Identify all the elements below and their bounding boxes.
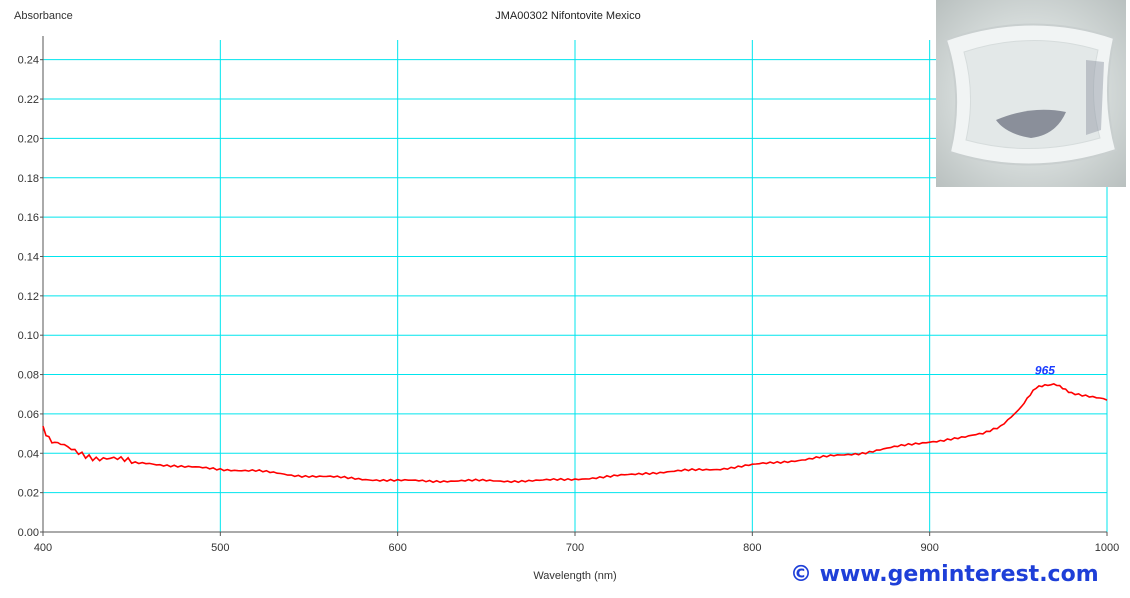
- series-group: [42, 383, 1108, 484]
- x-tick-label: 900: [920, 542, 938, 554]
- x-tick-label: 800: [743, 542, 761, 554]
- y-tick-label: 0.18: [18, 173, 39, 185]
- tick-labels: 0.00 0.02 0.04 0.06 0.08 0.10 0.12 0.14 0.16 0.18…: [18, 55, 1120, 554]
- x-tick-label: 700: [566, 542, 584, 554]
- peak-label: 965: [1035, 363, 1055, 377]
- y-tick-label: 0.10: [18, 330, 39, 342]
- y-tick-label: 0.12: [18, 291, 39, 303]
- x-tick-label: 400: [34, 542, 52, 554]
- y-tick-label: 0.02: [18, 488, 39, 500]
- grid: [43, 40, 1108, 532]
- watermark: © www.geminterest.com: [790, 562, 1099, 587]
- x-tick-label: 1000: [1095, 542, 1119, 554]
- x-tick-label: 500: [211, 542, 229, 554]
- y-tick-label: 0.16: [18, 212, 39, 224]
- y-tick-label: 0.00: [18, 527, 39, 539]
- y-tick-label: 0.22: [18, 94, 39, 106]
- annotations: 965: [1035, 363, 1055, 377]
- x-axis-label: Wavelength (nm): [533, 570, 616, 582]
- y-tick-label: 0.24: [18, 55, 39, 67]
- y-tick-label: 0.08: [18, 370, 39, 382]
- y-tick-label: 0.20: [18, 133, 39, 145]
- series-line: [42, 383, 1108, 484]
- y-tick-label: 0.14: [18, 251, 39, 263]
- gemstone-photo: [936, 0, 1126, 187]
- chart-title: JMA00302 Nifontovite Mexico: [495, 10, 641, 22]
- y-tick-label: 0.04: [18, 448, 39, 460]
- y-tick-label: 0.06: [18, 409, 39, 421]
- axes: [40, 36, 1108, 536]
- x-tick-label: 600: [388, 542, 406, 554]
- y-axis-label: Absorbance: [14, 10, 73, 22]
